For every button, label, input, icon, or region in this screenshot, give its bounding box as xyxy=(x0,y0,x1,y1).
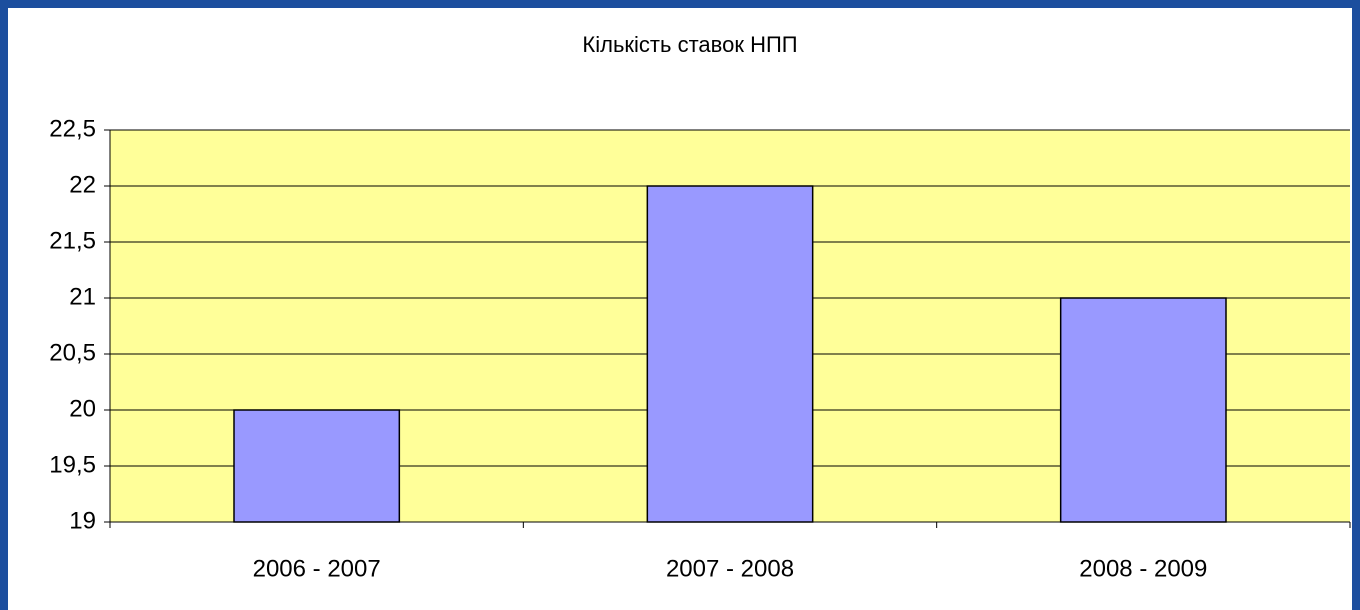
x-tick-label: 2008 - 2009 xyxy=(1079,555,1207,582)
x-tick-label: 2007 - 2008 xyxy=(666,555,794,582)
chart-title: Кількість ставок НПП xyxy=(582,32,797,57)
y-tick-label: 21 xyxy=(69,283,96,310)
x-tick-label: 2006 - 2007 xyxy=(253,555,381,582)
y-tick-label: 22 xyxy=(69,171,96,198)
y-tick-label: 22,5 xyxy=(49,115,96,142)
y-tick-label: 21,5 xyxy=(49,227,96,254)
y-tick-label: 19 xyxy=(69,507,96,534)
y-tick-label: 20 xyxy=(69,395,96,422)
y-tick-label: 19,5 xyxy=(49,451,96,478)
bar xyxy=(1059,297,1227,523)
bar xyxy=(233,409,401,523)
y-tick-label: 20,5 xyxy=(49,339,96,366)
bar xyxy=(646,185,814,523)
